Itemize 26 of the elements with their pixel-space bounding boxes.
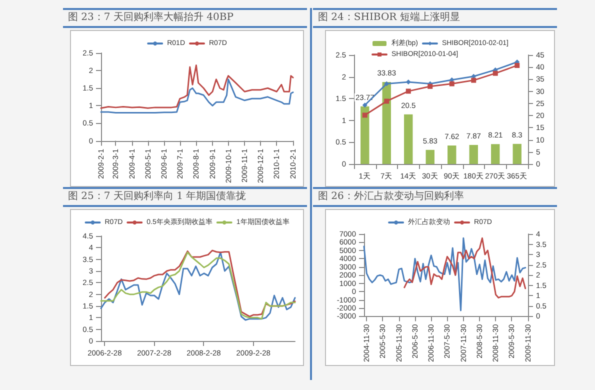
- point: [449, 81, 454, 86]
- bar: [512, 144, 522, 164]
- point: [492, 70, 498, 76]
- point: [384, 98, 390, 104]
- line-series: [363, 237, 526, 312]
- chart-title: 图 26：外汇占款变动与回购利率: [313, 187, 557, 207]
- bar: [491, 144, 500, 164]
- chart-title: 图 24：SHIBOR 短端上涨明显: [313, 8, 557, 28]
- point: [406, 88, 411, 94]
- line-series: [100, 78, 294, 114]
- point: [514, 62, 520, 68]
- point: [471, 78, 476, 83]
- bar: [426, 150, 434, 164]
- chart-title: 图 23：7 天回购利率大幅抬升 40BP: [63, 8, 307, 28]
- bar: [448, 146, 456, 164]
- chart-title: 图 25：7 天回购利率向 1 年期国债靠拢: [63, 187, 307, 207]
- point: [384, 81, 390, 86]
- point: [428, 84, 433, 89]
- point: [362, 102, 368, 108]
- bar: [469, 144, 478, 164]
- bar: [404, 114, 413, 164]
- line-series: [404, 237, 526, 298]
- bar: [360, 106, 370, 164]
- line-series: [100, 64, 294, 109]
- bar: [382, 82, 391, 164]
- point: [362, 112, 368, 118]
